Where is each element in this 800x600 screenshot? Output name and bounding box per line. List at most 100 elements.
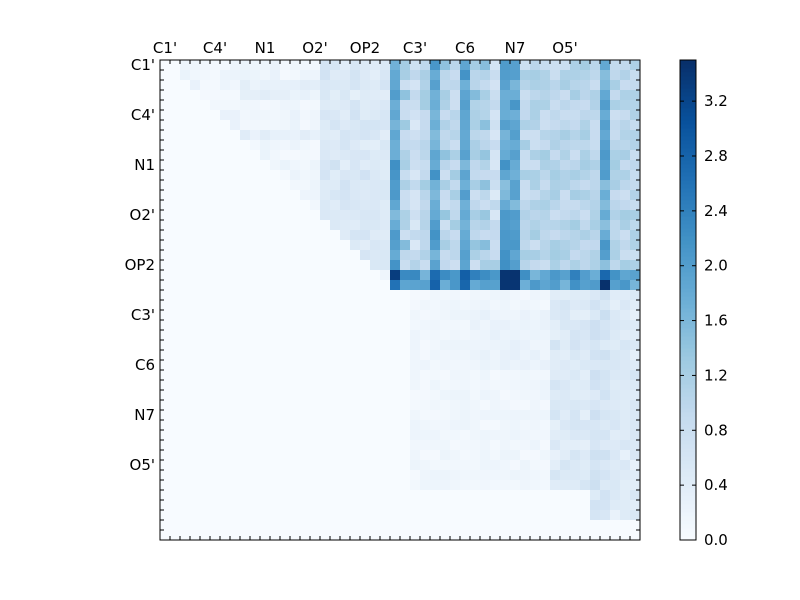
- heatmap-cell: [560, 270, 571, 281]
- colorbar-segment: [680, 108, 696, 113]
- heatmap-cell: [570, 410, 581, 421]
- heatmap-cell: [560, 250, 571, 261]
- heatmap-cell: [170, 370, 181, 381]
- colorbar-segment: [680, 364, 696, 369]
- heatmap-cell: [410, 290, 421, 301]
- heatmap-cell: [600, 290, 611, 301]
- heatmap-cell: [530, 210, 541, 221]
- heatmap-cell: [440, 120, 451, 131]
- heatmap-cell: [390, 360, 401, 371]
- heatmap-cell: [600, 380, 611, 391]
- heatmap-cell: [290, 90, 301, 101]
- colorbar-segment: [680, 492, 696, 497]
- heatmap-cell: [240, 310, 251, 321]
- heatmap-cell: [300, 450, 311, 461]
- heatmap-cell: [490, 250, 501, 261]
- heatmap-cell: [570, 500, 581, 511]
- heatmap-cell: [600, 500, 611, 511]
- heatmap-cell: [330, 310, 341, 321]
- heatmap-cell: [270, 160, 281, 171]
- heatmap-cell: [330, 70, 341, 81]
- colorbar-segment: [680, 476, 696, 481]
- heatmap-cell: [340, 140, 351, 151]
- heatmap-cell: [210, 180, 221, 191]
- heatmap-cell: [570, 280, 581, 291]
- colorbar-tick-label: 2.4: [704, 202, 728, 220]
- heatmap-cell: [530, 60, 541, 71]
- heatmap-cell: [420, 480, 431, 491]
- heatmap-cell: [270, 290, 281, 301]
- heatmap-cell: [160, 450, 171, 461]
- heatmap-cell: [470, 310, 481, 321]
- heatmap-cell: [390, 450, 401, 461]
- heatmap-cell: [430, 190, 441, 201]
- heatmap-cell: [240, 340, 251, 351]
- heatmap-cell: [390, 160, 401, 171]
- heatmap-cell: [460, 330, 471, 341]
- heatmap-cell: [440, 340, 451, 351]
- heatmap-cell: [160, 420, 171, 431]
- heatmap-cell: [620, 90, 631, 101]
- heatmap-cell: [330, 300, 341, 311]
- heatmap-cell: [230, 240, 241, 251]
- heatmap-cell: [450, 180, 461, 191]
- heatmap-cell: [340, 200, 351, 211]
- heatmap-cell: [600, 180, 611, 191]
- heatmap-cell: [550, 440, 561, 451]
- heatmap-cell: [570, 320, 581, 331]
- heatmap-cell: [350, 200, 361, 211]
- heatmap-cell: [520, 240, 531, 251]
- heatmap-cell: [440, 70, 451, 81]
- colorbar-segment: [680, 428, 696, 433]
- heatmap-cell: [410, 260, 421, 271]
- heatmap-cell: [480, 500, 491, 511]
- heatmap-cell: [260, 120, 271, 131]
- heatmap-cell: [630, 430, 641, 441]
- heatmap-cell: [370, 130, 381, 141]
- heatmap-cell: [280, 70, 291, 81]
- heatmap-cell: [480, 140, 491, 151]
- heatmap-cell: [560, 330, 571, 341]
- colorbar-segment: [680, 408, 696, 413]
- heatmap-cell: [560, 360, 571, 371]
- heatmap-cell: [340, 470, 351, 481]
- heatmap-cell: [570, 70, 581, 81]
- heatmap-cell: [460, 210, 471, 221]
- heatmap-cell: [410, 320, 421, 331]
- heatmap-cell: [270, 320, 281, 331]
- heatmap-cell: [170, 520, 181, 531]
- x-tick-label: O5': [552, 39, 577, 57]
- heatmap-cell: [270, 260, 281, 271]
- heatmap-cell: [350, 60, 361, 71]
- heatmap-cell: [600, 490, 611, 501]
- heatmap-cell: [410, 500, 421, 511]
- heatmap-cell: [230, 320, 241, 331]
- heatmap-cell: [310, 440, 321, 451]
- heatmap-cell: [210, 460, 221, 471]
- heatmap-cell: [580, 290, 591, 301]
- heatmap-cell: [380, 100, 391, 111]
- heatmap-cell: [620, 420, 631, 431]
- heatmap-cell: [220, 180, 231, 191]
- heatmap-cell: [450, 480, 461, 491]
- heatmap-cell: [590, 240, 601, 251]
- heatmap-cell: [630, 450, 641, 461]
- heatmap-cell: [390, 80, 401, 91]
- heatmap-cell: [490, 150, 501, 161]
- heatmap-cell: [500, 520, 511, 531]
- heatmap-cell: [370, 430, 381, 441]
- heatmap-cell: [490, 300, 501, 311]
- heatmap-cell: [430, 370, 441, 381]
- heatmap-cell: [570, 90, 581, 101]
- heatmap-cell: [530, 260, 541, 271]
- heatmap-cell: [350, 500, 361, 511]
- heatmap-cell: [270, 190, 281, 201]
- heatmap-cell: [410, 430, 421, 441]
- heatmap-cell: [280, 230, 291, 241]
- heatmap-cell: [240, 190, 251, 201]
- heatmap-cell: [400, 100, 411, 111]
- heatmap-cell: [280, 410, 291, 421]
- heatmap-cell: [300, 70, 311, 81]
- heatmap-cell: [480, 160, 491, 171]
- heatmap-cell: [610, 470, 621, 481]
